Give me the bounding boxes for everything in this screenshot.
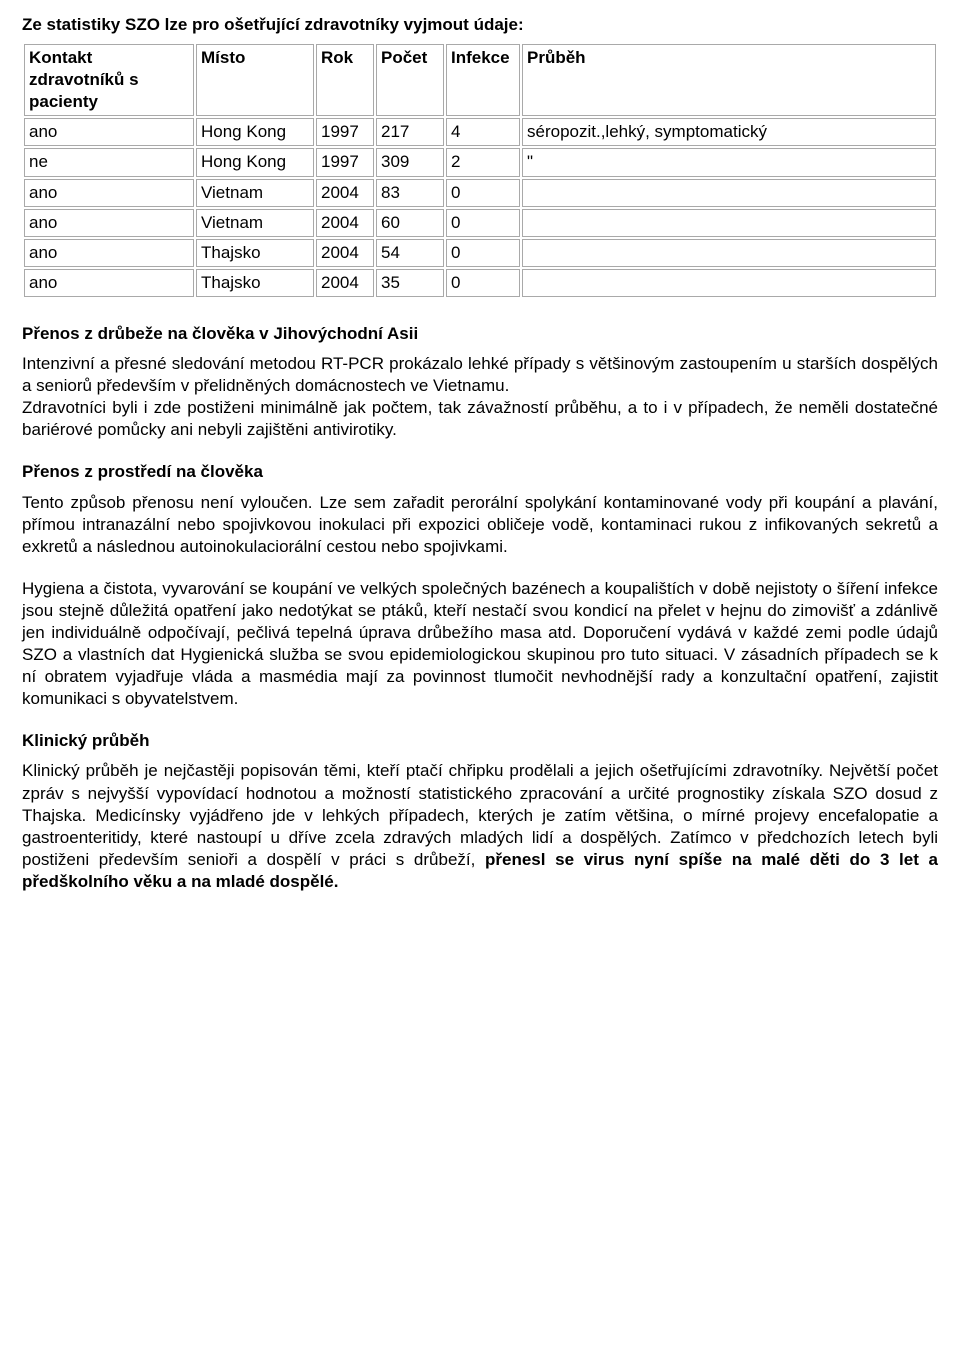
section-2-para-1: Tento způsob přenosu není vyloučen. Lze … xyxy=(22,492,938,558)
cell: 60 xyxy=(376,209,444,237)
cell: ano xyxy=(24,239,194,267)
stats-table: Kontakt zdravotníků s pacienty Místo Rok… xyxy=(22,42,938,299)
cell: 4 xyxy=(446,118,520,146)
cell: 1997 xyxy=(316,148,374,176)
col-header-rok: Rok xyxy=(316,44,374,116)
cell: 0 xyxy=(446,209,520,237)
section-heading-3: Klinický průběh xyxy=(22,730,938,752)
cell: ano xyxy=(24,118,194,146)
table-row: ano Thajsko 2004 35 0 xyxy=(24,269,936,297)
table-row: ano Thajsko 2004 54 0 xyxy=(24,239,936,267)
col-header-kontakt: Kontakt zdravotníků s pacienty xyxy=(24,44,194,116)
section-3-para-1: Klinický průběh je nejčastěji popisován … xyxy=(22,760,938,893)
cell: Hong Kong xyxy=(196,118,314,146)
table-row: ne Hong Kong 1997 309 2 " xyxy=(24,148,936,176)
cell: 2004 xyxy=(316,269,374,297)
cell xyxy=(522,179,936,207)
cell: ano xyxy=(24,269,194,297)
cell: 2004 xyxy=(316,209,374,237)
cell: 2004 xyxy=(316,239,374,267)
col-header-infekce: Infekce xyxy=(446,44,520,116)
cell: 0 xyxy=(446,269,520,297)
cell: ne xyxy=(24,148,194,176)
table-header-row: Kontakt zdravotníků s pacienty Místo Rok… xyxy=(24,44,936,116)
col-header-pocet: Počet xyxy=(376,44,444,116)
cell: 0 xyxy=(446,239,520,267)
cell: 309 xyxy=(376,148,444,176)
cell: Thajsko xyxy=(196,269,314,297)
section-heading-1: Přenos z drůbeže na člověka v Jihovýchod… xyxy=(22,323,938,345)
cell: ano xyxy=(24,209,194,237)
cell xyxy=(522,269,936,297)
cell: 217 xyxy=(376,118,444,146)
cell: 83 xyxy=(376,179,444,207)
table-row: ano Vietnam 2004 60 0 xyxy=(24,209,936,237)
section-2-para-2: Hygiena a čistota, vyvarování se koupání… xyxy=(22,578,938,711)
cell: 2004 xyxy=(316,179,374,207)
cell xyxy=(522,209,936,237)
col-header-prubeh: Průběh xyxy=(522,44,936,116)
cell: " xyxy=(522,148,936,176)
section-heading-2: Přenos z prostředí na člověka xyxy=(22,461,938,483)
page-title: Ze statistiky SZO lze pro ošetřující zdr… xyxy=(22,14,938,36)
cell: 35 xyxy=(376,269,444,297)
cell: séropozit.,lehký, symptomatický xyxy=(522,118,936,146)
section-1-para-2: Zdravotníci byli i zde postiženi minimál… xyxy=(22,397,938,441)
cell: ano xyxy=(24,179,194,207)
cell: Vietnam xyxy=(196,179,314,207)
cell: 0 xyxy=(446,179,520,207)
document-page: Ze statistiky SZO lze pro ošetřující zdr… xyxy=(0,0,960,933)
section-1-para-1: Intenzivní a přesné sledování metodou RT… xyxy=(22,353,938,397)
cell: 54 xyxy=(376,239,444,267)
cell: 1997 xyxy=(316,118,374,146)
table-row: ano Hong Kong 1997 217 4 séropozit.,lehk… xyxy=(24,118,936,146)
cell xyxy=(522,239,936,267)
table-row: ano Vietnam 2004 83 0 xyxy=(24,179,936,207)
cell: 2 xyxy=(446,148,520,176)
cell: Hong Kong xyxy=(196,148,314,176)
cell: Vietnam xyxy=(196,209,314,237)
col-header-misto: Místo xyxy=(196,44,314,116)
cell: Thajsko xyxy=(196,239,314,267)
